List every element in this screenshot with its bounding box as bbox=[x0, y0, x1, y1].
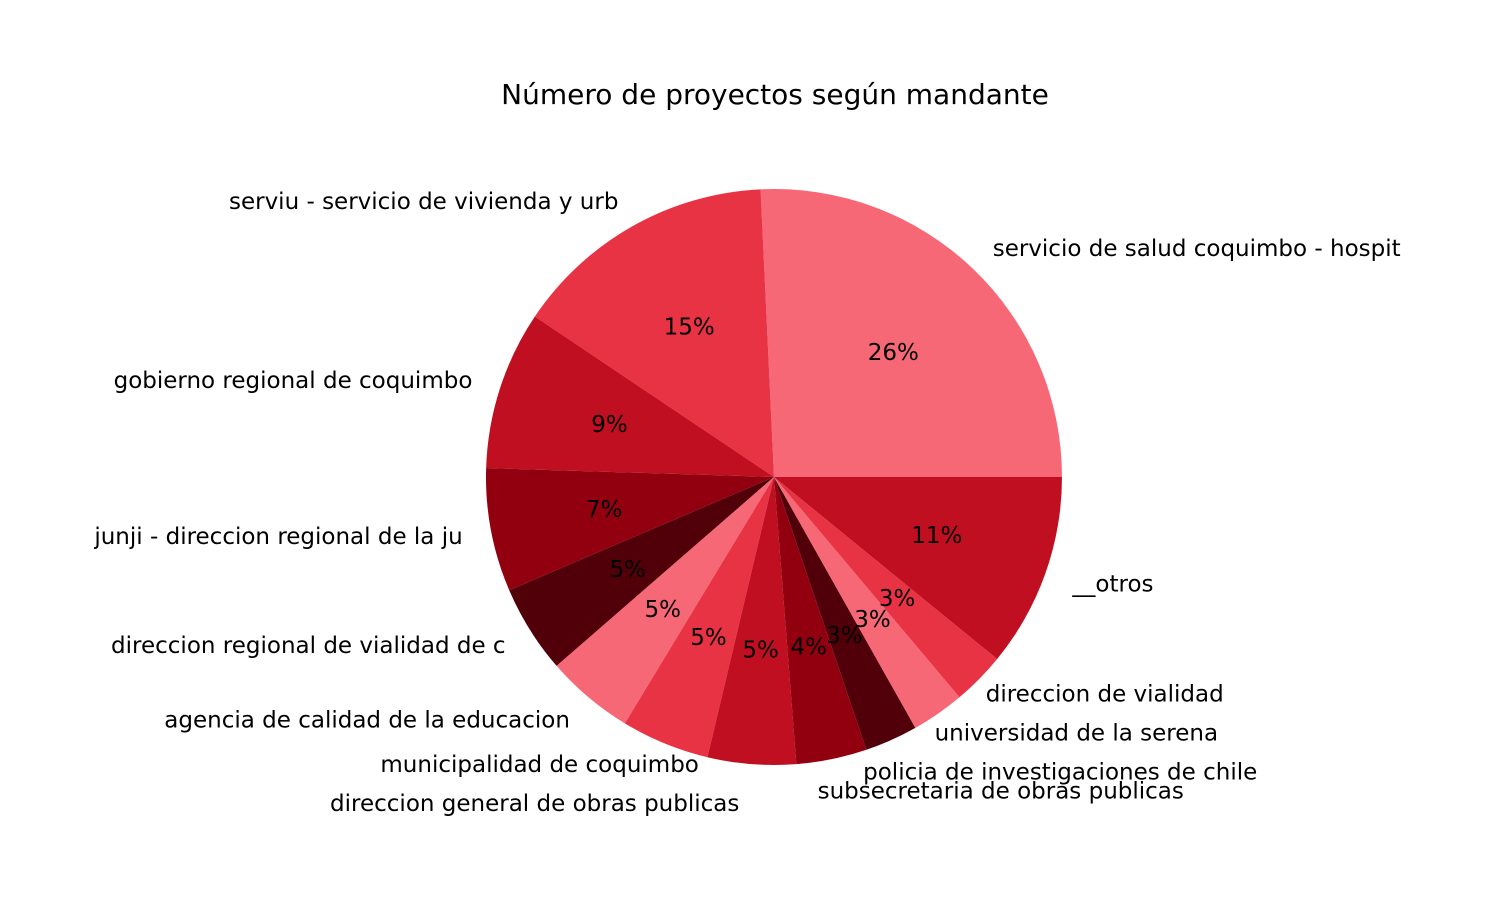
percent-label: 26% bbox=[868, 340, 919, 366]
label-universidad-de-la-serena: universidad de la serena bbox=[935, 720, 1219, 746]
slice-direccion-de-vialidad bbox=[774, 477, 998, 698]
label-gobierno-regional-de-coquimbo: gobierno regional de coquimbo bbox=[114, 368, 473, 394]
percent-label: 5% bbox=[742, 637, 779, 663]
label-direccion-general-de-obras-publicas: direccion general de obras publicas bbox=[330, 791, 739, 817]
slice-universidad-de-la-serena bbox=[774, 477, 960, 728]
percent-label: 4% bbox=[790, 634, 827, 660]
label-subsecretaria-de-obras-publicas: subsecretaria de obras publicas bbox=[818, 778, 1184, 804]
slice-servicio-de-salud-coquimbo-hospit bbox=[760, 189, 1062, 477]
percent-label: 11% bbox=[911, 523, 962, 549]
slice-gobierno-regional-de-coquimbo bbox=[486, 316, 774, 477]
slice-serviu-servicio-de-vivienda-y-urb bbox=[534, 189, 774, 477]
percent-label: 15% bbox=[664, 314, 715, 340]
percent-label: 3% bbox=[854, 607, 891, 633]
label-agencia-de-calidad-de-la-educacion: agencia de calidad de la educacion bbox=[164, 707, 570, 733]
label-direccion-regional-de-vialidad-de-c: direccion regional de vialidad de c bbox=[111, 633, 506, 659]
slice-direccion-general-de-obras-publicas bbox=[707, 477, 797, 765]
percent-label: 5% bbox=[644, 597, 681, 623]
slice-otros bbox=[774, 477, 1062, 660]
percent-label: 3% bbox=[879, 586, 916, 612]
label-direccion-de-vialidad: direccion de vialidad bbox=[986, 681, 1224, 707]
slice-junji-direccion-regional-de-la-ju bbox=[486, 468, 774, 591]
slice-direccion-regional-de-vialidad-de-c bbox=[509, 477, 774, 666]
label-municipalidad-de-coquimbo: municipalidad de coquimbo bbox=[380, 752, 699, 778]
percent-label: 5% bbox=[690, 625, 727, 651]
chart-title: Número de proyectos según mandante bbox=[501, 78, 1049, 111]
label-junji-direccion-regional-de-la-ju: junji - direccion regional de la ju bbox=[93, 524, 462, 550]
slice-municipalidad-de-coquimbo bbox=[624, 477, 774, 758]
pie-slices bbox=[486, 189, 1062, 765]
percent-label: 5% bbox=[609, 557, 646, 583]
percent-label: 7% bbox=[586, 497, 623, 523]
percent-labels: 26%15%9%7%5%5%5% 5% 4% 3%3%3%11% bbox=[586, 314, 962, 663]
slice-policia-de-investigaciones-de-chile bbox=[774, 477, 916, 750]
slice-subsecretaria-de-obras-publicas bbox=[774, 477, 867, 765]
percent-label: 3% bbox=[826, 623, 863, 649]
percent-label: 9% bbox=[591, 412, 628, 438]
slice-labels: servicio de salud coquimbo - hospit servi… bbox=[93, 189, 1400, 817]
label-serviu-servicio-de-vivienda-y-urb: serviu - servicio de vivienda y urb bbox=[229, 189, 618, 215]
label-otros: __otros bbox=[1071, 571, 1153, 597]
label-policia-de-investigaciones-de-chile: policia de investigaciones de chile bbox=[863, 759, 1257, 785]
slice-agencia-de-calidad-de-la-educacion bbox=[556, 477, 774, 724]
label-servicio-de-salud-coquimbo-hospit: servicio de salud coquimbo - hospit bbox=[993, 236, 1401, 262]
